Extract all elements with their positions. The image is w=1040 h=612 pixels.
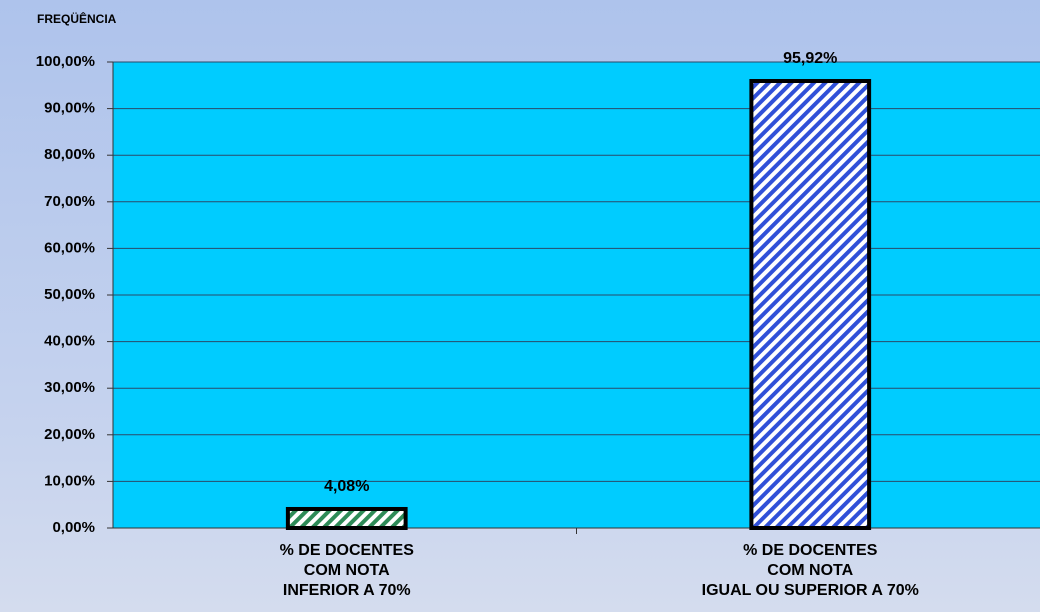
y-tick-label: 10,00% — [44, 472, 95, 489]
bar — [749, 79, 872, 531]
y-tick-label: 70,00% — [44, 193, 95, 210]
data-label: 4,08% — [324, 478, 369, 495]
y-axis-title: FREQÜÊNCIA — [37, 11, 117, 26]
y-tick-label: 50,00% — [44, 286, 95, 303]
y-tick-label: 20,00% — [44, 426, 95, 443]
y-tick-label: 40,00% — [44, 333, 95, 350]
y-tick-label: 60,00% — [44, 239, 95, 256]
x-tick-label: % DE DOCENTES COM NOTA INFERIOR A 70% — [279, 542, 414, 599]
y-tick-label: 80,00% — [44, 146, 95, 163]
y-tick-label: 100,00% — [36, 53, 95, 70]
bar — [285, 506, 408, 531]
y-tick-label: 30,00% — [44, 379, 95, 396]
x-tick-label: % DE DOCENTES COM NOTA IGUAL OU SUPERIOR… — [701, 542, 919, 599]
y-tick-label: 90,00% — [44, 100, 95, 117]
y-tick-label: 0,00% — [52, 519, 95, 536]
data-label: 95,92% — [783, 50, 837, 67]
